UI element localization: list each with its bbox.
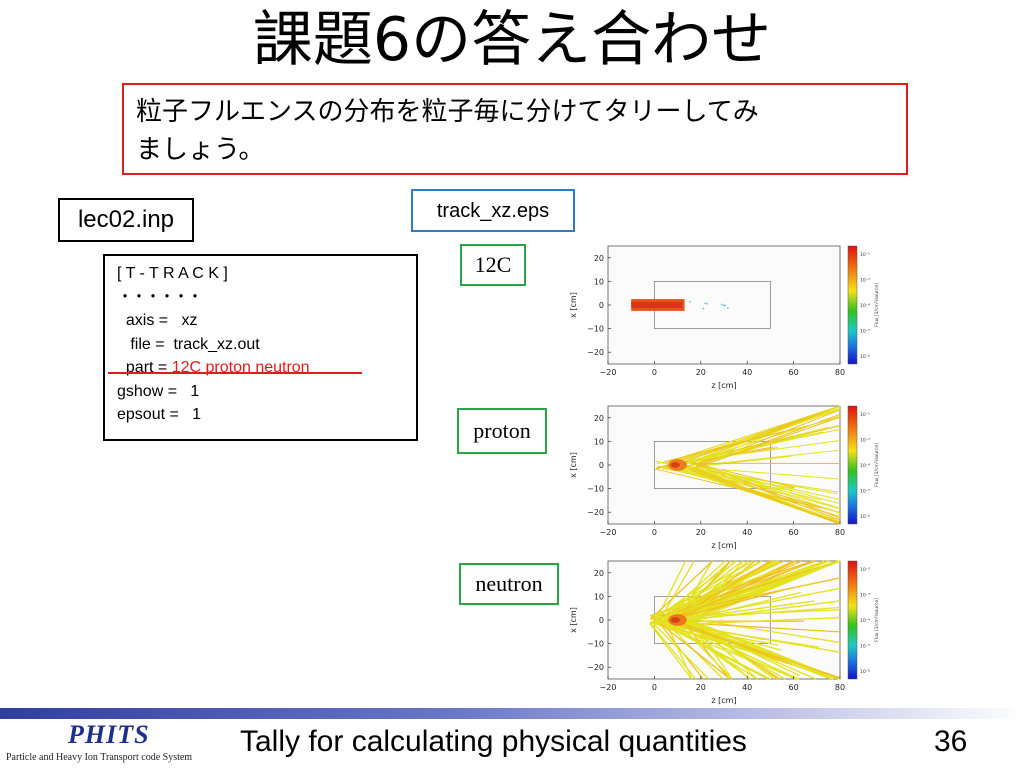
colorbar-tick-label: 10⁻² bbox=[860, 567, 870, 573]
x-tick-label: 40 bbox=[742, 368, 752, 377]
colorbar-label: Flux [1/cm²/source] bbox=[874, 443, 880, 487]
x-tick-label: 20 bbox=[696, 528, 706, 537]
y-axis-label: x [cm] bbox=[569, 607, 578, 633]
code-file: file = track_xz.out bbox=[117, 335, 260, 353]
x-tick-label: −20 bbox=[600, 683, 617, 692]
y-axis-label: x [cm] bbox=[569, 452, 578, 478]
code-epsout: epsout = 1 bbox=[117, 406, 202, 423]
x-tick-label: 60 bbox=[789, 683, 799, 692]
plot-label-proton: proton bbox=[457, 408, 547, 454]
colorbar-tick-label: 10⁻³ bbox=[860, 438, 870, 444]
colorbar-tick-label: 10⁻² bbox=[860, 412, 870, 418]
y-tick-label: 20 bbox=[594, 569, 604, 578]
plot-label-12c: 12C bbox=[460, 244, 526, 286]
instruction-box: 粒子フルエンスの分布を粒子毎に分けてタリーしてみ ましょう。 bbox=[122, 83, 908, 175]
x-axis-label: z [cm] bbox=[711, 541, 736, 550]
plot-12c: −20 0 20 40 60 80 20 10 0 −10 −20 z [cm] x [cm] 10⁻² 1… bbox=[569, 245, 880, 390]
y-axis-label: x [cm] bbox=[569, 292, 578, 318]
y-tick-label: −10 bbox=[587, 485, 604, 494]
colorbar-tick-label: 10⁻⁵ bbox=[860, 489, 870, 495]
y-tick-label: 0 bbox=[599, 461, 604, 470]
x-tick-label: 60 bbox=[789, 368, 799, 377]
eps-file-label: track_xz.eps bbox=[411, 189, 575, 232]
colorbar-tick-label: 10⁻³ bbox=[860, 278, 870, 284]
x-tick-label: 80 bbox=[835, 528, 845, 537]
colorbar-tick-label: 10⁻⁶ bbox=[860, 514, 870, 520]
code-part-value: 12C proton neutron bbox=[171, 359, 310, 376]
y-tick-label: −20 bbox=[587, 663, 604, 672]
plot-proton: −20 0 20 40 60 80 20 10 0 −10 −20 z [cm] x [cm] 10⁻² 1… bbox=[569, 405, 880, 550]
code-dots: ・・・・・・ bbox=[117, 288, 203, 306]
colorbar-tick-label: 10⁻⁴ bbox=[860, 618, 870, 624]
x-axis-label: z [cm] bbox=[711, 381, 736, 390]
x-tick-label: −20 bbox=[600, 528, 617, 537]
code-box: [ T - T R A C K ] ・・・・・・ axis = xz file … bbox=[103, 254, 418, 441]
colorbar-tick-label: 10⁻⁶ bbox=[860, 669, 870, 675]
x-tick-label: 0 bbox=[652, 683, 657, 692]
colorbar-tick-label: 10⁻⁴ bbox=[860, 303, 870, 309]
input-file-label: lec02.inp bbox=[58, 198, 194, 242]
y-tick-label: −10 bbox=[587, 640, 604, 649]
code-axis: axis = xz bbox=[117, 312, 198, 329]
phits-logo-subtitle: Particle and Heavy Ion Transport code Sy… bbox=[6, 752, 193, 763]
x-tick-label: 80 bbox=[835, 368, 845, 377]
x-tick-label: 0 bbox=[652, 528, 657, 537]
x-tick-label: 60 bbox=[789, 528, 799, 537]
y-tick-label: 10 bbox=[594, 592, 604, 601]
colorbar-tick-label: 10⁻⁵ bbox=[860, 644, 870, 650]
x-tick-label: 20 bbox=[696, 683, 706, 692]
y-tick-label: −20 bbox=[587, 348, 604, 357]
footer-title: Tally for calculating physical quantitie… bbox=[240, 725, 747, 758]
x-tick-label: 80 bbox=[835, 683, 845, 692]
colorbar-tick-label: 10⁻² bbox=[860, 252, 870, 258]
page-number: 36 bbox=[934, 725, 968, 758]
y-tick-label: 0 bbox=[599, 616, 604, 625]
x-tick-label: −20 bbox=[600, 368, 617, 377]
plot-label-neutron: neutron bbox=[459, 563, 559, 605]
footer-bar bbox=[0, 708, 1024, 719]
x-tick-label: 40 bbox=[742, 528, 752, 537]
part-underline bbox=[108, 372, 362, 374]
code-part: part = 12C proton neutron bbox=[117, 356, 416, 380]
y-tick-label: 10 bbox=[594, 277, 604, 286]
y-tick-label: 10 bbox=[594, 437, 604, 446]
code-gshow: gshow = 1 bbox=[117, 382, 200, 400]
y-tick-label: 0 bbox=[599, 301, 604, 310]
page-title: 課題6の答え合わせ bbox=[252, 5, 772, 75]
colorbar-tick-label: 10⁻⁶ bbox=[860, 354, 870, 360]
y-tick-label: 20 bbox=[594, 254, 604, 263]
colorbar-label: Flux [1/cm²/source] bbox=[874, 283, 880, 327]
x-tick-label: 0 bbox=[652, 368, 657, 377]
phits-logo: PHITS bbox=[68, 720, 150, 749]
x-tick-label: 40 bbox=[742, 683, 752, 692]
colorbar-label: Flux [1/cm²/source] bbox=[874, 598, 880, 642]
colorbar-tick-label: 10⁻³ bbox=[860, 593, 870, 599]
instruction-line-1: 粒子フルエンスの分布を粒子毎に分けてタリーしてみ bbox=[136, 97, 759, 127]
instruction-line-2: ましょう。 bbox=[136, 135, 265, 165]
plot-neutron: −20 0 20 40 60 80 20 10 0 −10 −20 z [cm] x [cm] 10⁻² 1… bbox=[569, 560, 880, 705]
y-tick-label: −10 bbox=[587, 325, 604, 334]
x-axis-label: z [cm] bbox=[711, 696, 736, 705]
y-tick-label: −20 bbox=[587, 508, 604, 517]
code-part-prefix: part = bbox=[117, 359, 172, 376]
y-tick-label: 20 bbox=[594, 414, 604, 423]
colorbar-tick-label: 10⁻⁵ bbox=[860, 329, 870, 335]
x-tick-label: 20 bbox=[696, 368, 706, 377]
colorbar-tick-label: 10⁻⁴ bbox=[860, 463, 870, 469]
code-section: [ T - T R A C K ] bbox=[117, 265, 228, 282]
